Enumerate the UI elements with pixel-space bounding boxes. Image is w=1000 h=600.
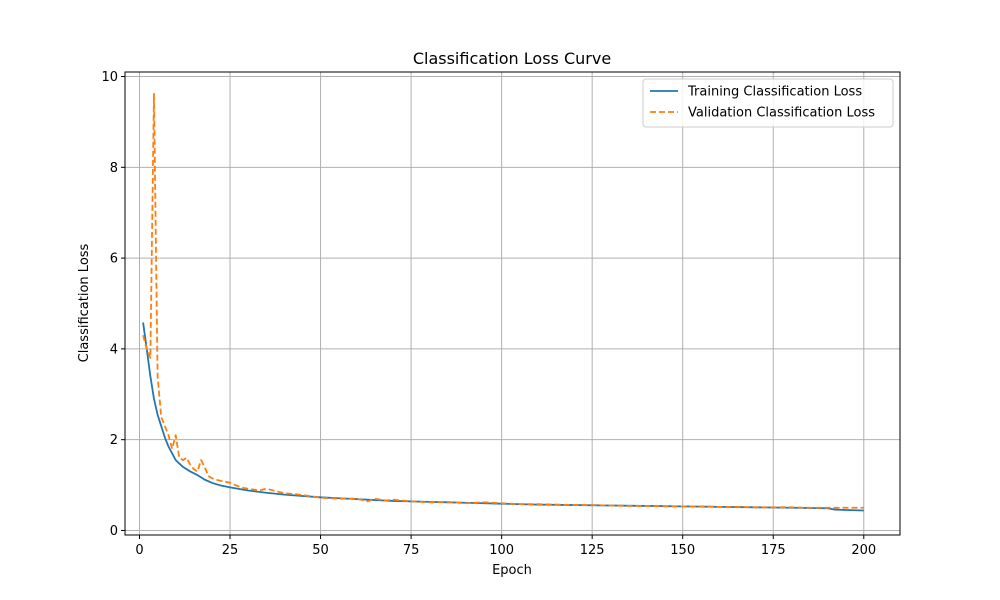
- y-tick-label-5: 10: [101, 70, 118, 85]
- y-tick-label-1: 2: [110, 433, 118, 448]
- x-tick-label-1: 25: [222, 543, 239, 558]
- legend: Training Classification Loss Validation C…: [642, 78, 894, 128]
- axes: [124, 71, 901, 536]
- x-tick-label-3: 75: [403, 543, 420, 558]
- y-tick-label-4: 8: [110, 161, 118, 176]
- series-line-validation: [142, 92, 864, 509]
- x-axis-title: Epoch: [492, 563, 532, 578]
- legend-box: [642, 78, 894, 128]
- legend-label-training: Training Classification Loss: [687, 85, 862, 100]
- plot-frame: [124, 71, 901, 536]
- grid-lines: [125, 72, 900, 535]
- x-tick-label-2: 50: [312, 543, 329, 558]
- series-line-training: [142, 322, 864, 512]
- legend-label-validation: Validation Classification Loss: [688, 106, 875, 121]
- series-layer: [142, 92, 864, 512]
- chart-title: Classification Loss Curve: [413, 49, 611, 68]
- x-tick-label-0: 0: [135, 543, 143, 558]
- y-axis-title: Classification Loss: [77, 243, 92, 362]
- x-tick-label-7: 175: [761, 543, 786, 558]
- ticks: 0 25 50 75 100 125 150 175 200 0 2 4 6 8 10: [101, 70, 876, 558]
- y-tick-label-0: 0: [110, 524, 118, 539]
- x-tick-label-8: 200: [851, 543, 876, 558]
- x-tick-label-6: 150: [670, 543, 695, 558]
- x-tick-label-5: 125: [580, 543, 605, 558]
- y-tick-label-3: 6: [110, 252, 118, 267]
- y-tick-label-2: 4: [110, 342, 118, 357]
- x-tick-label-4: 100: [489, 543, 514, 558]
